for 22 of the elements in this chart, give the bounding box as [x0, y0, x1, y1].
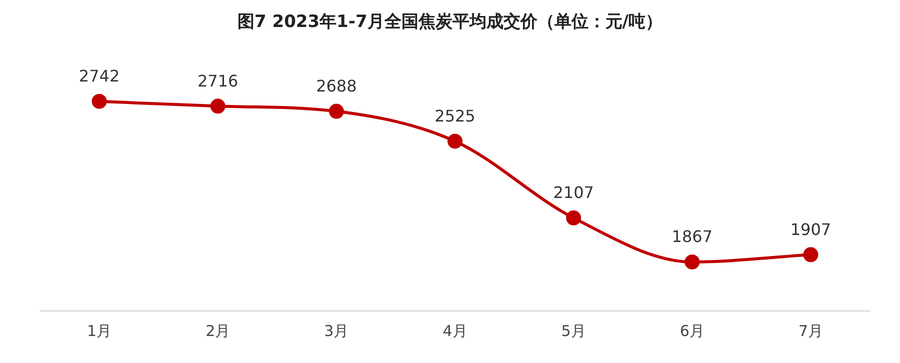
- data-label: 2107: [553, 183, 594, 202]
- point: [448, 134, 462, 149]
- x-tick-label: 6月: [680, 322, 704, 340]
- x-tick-label: 3月: [324, 322, 349, 340]
- data-label: 2525: [434, 106, 476, 126]
- data-label: 2742: [78, 66, 120, 86]
- x-tick-label: 4月: [442, 322, 468, 340]
- point: [684, 254, 700, 270]
- data-label: 2688: [316, 76, 357, 96]
- data-label: 2716: [198, 71, 238, 90]
- x-tick-label: 7月: [798, 322, 823, 340]
- data-label: 1867: [672, 227, 712, 246]
- point: [328, 104, 344, 119]
- x-tick-label: 1月: [87, 322, 112, 340]
- point: [803, 247, 818, 262]
- data-label: 1907: [790, 220, 832, 239]
- x-tick-label: 5月: [561, 322, 586, 340]
- point: [92, 94, 107, 109]
- chart-title: 图7 2023年1-7月全国焦炭平均成交价（单位：元/吨）: [236, 11, 664, 34]
- point: [566, 210, 582, 226]
- x-tick-label: 2月: [206, 322, 230, 340]
- point: [210, 98, 226, 114]
